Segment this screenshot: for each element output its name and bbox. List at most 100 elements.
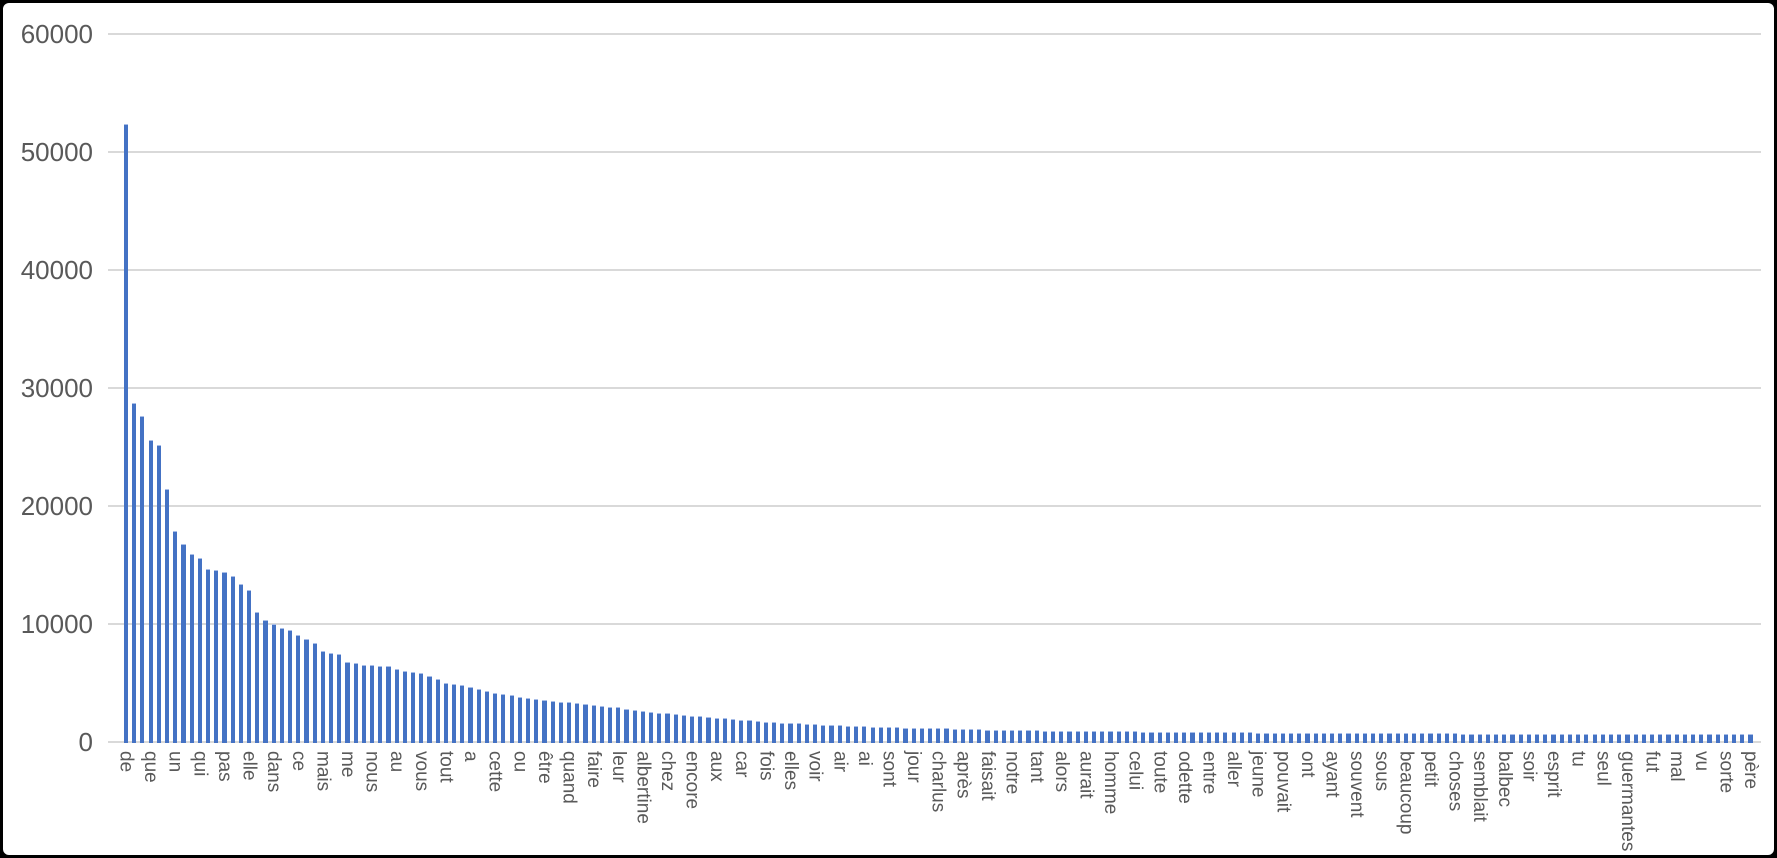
x-tick-label: jeune: [1247, 751, 1269, 798]
bar: [1370, 733, 1376, 743]
y-tick-label: 20000: [20, 491, 93, 521]
bar: [509, 695, 514, 743]
bar: [1239, 732, 1244, 743]
bar: [558, 701, 563, 743]
bar: [1272, 732, 1277, 743]
x-tick-label: sous: [1370, 751, 1392, 792]
bar: [616, 707, 621, 743]
bar: [903, 727, 908, 743]
x-tick-label: tu: [1567, 751, 1589, 767]
x-tick-label: fois: [755, 751, 777, 781]
gridline: [108, 151, 1761, 153]
bar: [788, 722, 793, 743]
x-tick-label: pouvait: [1272, 751, 1294, 813]
bar: [1395, 733, 1400, 743]
y-tick-label: 50000: [20, 137, 93, 167]
x-tick-label: nous: [361, 751, 383, 793]
bar: [886, 727, 892, 743]
gridline: [108, 33, 1761, 35]
x-tick-label: sont: [878, 751, 900, 787]
x-tick-label: aux: [706, 751, 728, 782]
bar: [1740, 734, 1745, 743]
bar: [919, 727, 924, 743]
bar: [525, 697, 531, 743]
gridline: [108, 623, 1761, 625]
bar: [1280, 732, 1285, 743]
bar: [312, 642, 317, 743]
x-tick-label: notre: [1001, 751, 1023, 795]
bar: [1502, 733, 1507, 743]
bar: [1346, 732, 1351, 743]
bar: [164, 488, 170, 743]
bar: [1092, 731, 1097, 743]
bar: [304, 638, 309, 743]
bar: [1165, 731, 1171, 743]
bar: [985, 729, 990, 743]
bar: [140, 415, 145, 743]
bar: [1149, 731, 1154, 743]
bar: [1633, 734, 1638, 743]
bar: [1001, 730, 1006, 743]
bar: [1198, 732, 1203, 743]
bar: [804, 723, 810, 743]
bar: [1576, 733, 1581, 743]
x-tick-label: balbec: [1493, 751, 1515, 807]
x-tick-label: mal: [1666, 751, 1688, 782]
bar: [1116, 731, 1121, 743]
bar: [1297, 732, 1302, 743]
bar: [279, 628, 284, 743]
x-tick-label: souvent: [1346, 751, 1368, 818]
bar: [1477, 733, 1482, 743]
bar: [123, 123, 129, 743]
bar: [197, 557, 202, 743]
y-tick-label: 0: [78, 727, 93, 757]
y-tick-label: 60000: [20, 19, 93, 49]
bar: [1124, 731, 1130, 743]
x-tick-label: fut: [1641, 751, 1663, 773]
bar: [1108, 731, 1113, 743]
bar: [583, 704, 588, 743]
x-tick-label: air: [829, 751, 851, 773]
bar: [1387, 733, 1392, 743]
bar: [550, 700, 555, 743]
bar: [927, 728, 933, 743]
bar: [329, 652, 334, 743]
bar: [468, 687, 473, 743]
bar: [1379, 733, 1384, 743]
bar: [337, 654, 342, 743]
bar: [1034, 730, 1039, 743]
bar: [968, 729, 974, 743]
bar: [1731, 734, 1737, 743]
bar: [599, 705, 604, 743]
gridline: [108, 387, 1761, 389]
x-tick-label: faire: [583, 751, 605, 788]
bar: [484, 691, 490, 743]
bar: [747, 720, 752, 743]
bar: [1174, 731, 1179, 743]
bar: [246, 589, 252, 743]
bar: [1723, 734, 1728, 743]
bar: [845, 725, 851, 743]
bar: [1075, 730, 1080, 743]
bar: [534, 698, 539, 743]
x-tick-label: albertine: [632, 751, 654, 824]
x-tick-label: ou: [509, 751, 531, 773]
bar: [1083, 731, 1088, 743]
bar: [1018, 730, 1023, 743]
bar: [690, 715, 695, 743]
bar: [205, 569, 211, 743]
bar: [936, 728, 941, 743]
bar: [1133, 731, 1138, 743]
bar: [156, 444, 161, 743]
x-tick-label: chez: [656, 751, 678, 792]
bar: [1715, 734, 1720, 743]
bar: [1469, 733, 1474, 743]
bar: [1403, 733, 1408, 743]
bar: [1067, 730, 1072, 743]
bar: [1182, 731, 1187, 743]
x-tick-label: entre: [1198, 751, 1220, 795]
bar: [296, 634, 301, 743]
x-tick-label: alors: [1050, 751, 1072, 793]
x-tick-label: beaucoup: [1395, 751, 1417, 835]
